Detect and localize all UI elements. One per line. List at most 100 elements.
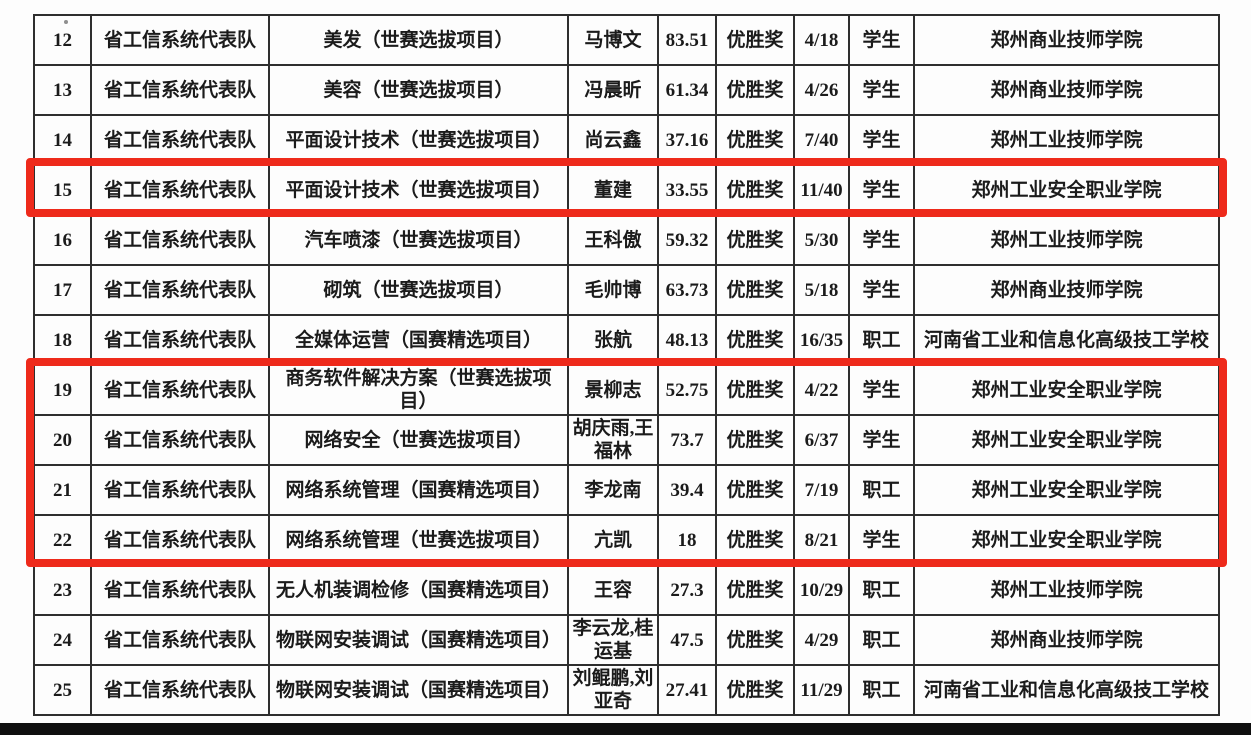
results-table-body: 12 省工信系统代表队 美发（世赛选拔项目） 马博文 83.51 优胜奖 4/18 学生 郑州商… — [33, 14, 1220, 716]
table-row: 21 省工信系统代表队 网络系统管理（国赛精选项目） 李龙南 39.4 优胜奖 7/19 职工… — [33, 464, 1220, 516]
cell-event: 网络安全（世赛选拔项目） — [268, 414, 569, 466]
cell-school: 河南省工业和信息化高级技工学校 — [913, 664, 1220, 716]
cell-name: 张航 — [567, 314, 659, 366]
cell-group: 职工 — [848, 564, 915, 616]
cell-team: 省工信系统代表队 — [90, 364, 270, 416]
table-row: 19 省工信系统代表队 商务软件解决方案（世赛选拔项目） 景柳志 52.75 优胜奖 4/2… — [33, 364, 1220, 416]
cell-event: 商务软件解决方案（世赛选拔项目） — [268, 364, 569, 416]
cell-num: 25 — [33, 664, 92, 716]
cell-school: 郑州工业技师学院 — [913, 214, 1220, 266]
cell-team: 省工信系统代表队 — [90, 414, 270, 466]
cell-group: 学生 — [848, 364, 915, 416]
cell-num: 23 — [33, 564, 92, 616]
cell-num: 12 — [33, 14, 92, 66]
cell-rank: 10/29 — [793, 564, 850, 616]
cell-team: 省工信系统代表队 — [90, 564, 270, 616]
table-row: 12 省工信系统代表队 美发（世赛选拔项目） 马博文 83.51 优胜奖 4/18 学生 郑州商… — [33, 14, 1220, 66]
cell-school: 郑州工业安全职业学院 — [913, 514, 1220, 566]
cell-name: 毛帅博 — [567, 264, 659, 316]
cell-rank: 7/19 — [793, 464, 850, 516]
cell-group: 学生 — [848, 64, 915, 116]
cell-score: 18 — [657, 514, 717, 566]
cell-score: 37.16 — [657, 114, 717, 166]
cell-score: 59.32 — [657, 214, 717, 266]
bottom-black-bar — [0, 723, 1251, 735]
cell-group: 学生 — [848, 114, 915, 166]
cell-event: 物联网安装调试（国赛精选项目） — [268, 664, 569, 716]
cell-team: 省工信系统代表队 — [90, 464, 270, 516]
cell-team: 省工信系统代表队 — [90, 614, 270, 666]
cell-group: 学生 — [848, 214, 915, 266]
cell-award: 优胜奖 — [715, 114, 795, 166]
cell-event: 网络系统管理（国赛精选项目） — [268, 464, 569, 516]
cell-event: 汽车喷漆（世赛选拔项目） — [268, 214, 569, 266]
cell-group: 学生 — [848, 164, 915, 216]
cell-award: 优胜奖 — [715, 64, 795, 116]
cell-group: 学生 — [848, 514, 915, 566]
cell-score: 52.75 — [657, 364, 717, 416]
cell-school: 郑州工业技师学院 — [913, 564, 1220, 616]
cell-school: 郑州商业技师学院 — [913, 14, 1220, 66]
cell-school: 郑州工业安全职业学院 — [913, 464, 1220, 516]
cell-group: 学生 — [848, 14, 915, 66]
table-row: 15 省工信系统代表队 平面设计技术（世赛选拔项目） 董建 33.55 优胜奖 11/40 学… — [33, 164, 1220, 216]
cell-award: 优胜奖 — [715, 364, 795, 416]
cell-group: 职工 — [848, 664, 915, 716]
table-row: 22 省工信系统代表队 网络系统管理（世赛选拔项目） 亢凯 18 优胜奖 8/21 学生 郑州工… — [33, 514, 1220, 566]
cell-event: 美发（世赛选拔项目） — [268, 14, 569, 66]
cell-team: 省工信系统代表队 — [90, 164, 270, 216]
cell-award: 优胜奖 — [715, 664, 795, 716]
cell-name: 尚云鑫 — [567, 114, 659, 166]
cell-event: 美容（世赛选拔项目） — [268, 64, 569, 116]
cell-group: 职工 — [848, 614, 915, 666]
cell-team: 省工信系统代表队 — [90, 114, 270, 166]
cell-team: 省工信系统代表队 — [90, 214, 270, 266]
cell-award: 优胜奖 — [715, 164, 795, 216]
cell-team: 省工信系统代表队 — [90, 264, 270, 316]
cell-score: 63.73 — [657, 264, 717, 316]
cell-award: 优胜奖 — [715, 314, 795, 366]
cell-group: 职工 — [848, 464, 915, 516]
cell-event: 网络系统管理（世赛选拔项目） — [268, 514, 569, 566]
cell-name: 亢凯 — [567, 514, 659, 566]
cell-name: 王科傲 — [567, 214, 659, 266]
cell-event: 无人机装调检修（国赛精选项目） — [268, 564, 569, 616]
cell-score: 33.55 — [657, 164, 717, 216]
cell-num: 17 — [33, 264, 92, 316]
table-row: 20 省工信系统代表队 网络安全（世赛选拔项目） 胡庆雨,王福林 73.7 优胜奖 6/37… — [33, 414, 1220, 466]
table-row: 16 省工信系统代表队 汽车喷漆（世赛选拔项目） 王科傲 59.32 优胜奖 5/30 学生郑… — [33, 214, 1220, 266]
cell-rank: 4/29 — [793, 614, 850, 666]
cell-rank: 4/18 — [793, 14, 850, 66]
cell-award: 优胜奖 — [715, 14, 795, 66]
cell-score: 83.51 — [657, 14, 717, 66]
cell-num: 14 — [33, 114, 92, 166]
cell-rank: 11/40 — [793, 164, 850, 216]
cell-school: 郑州商业技师学院 — [913, 614, 1220, 666]
cell-num: 20 — [33, 414, 92, 466]
cell-score: 47.5 — [657, 614, 717, 666]
table-row: 14 省工信系统代表队 平面设计技术（世赛选拔项目） 尚云鑫 37.16 优胜奖 7/40 学… — [33, 114, 1220, 166]
cell-award: 优胜奖 — [715, 564, 795, 616]
cell-rank: 6/37 — [793, 414, 850, 466]
cell-school: 郑州工业安全职业学院 — [913, 164, 1220, 216]
cell-num: 18 — [33, 314, 92, 366]
cell-group: 学生 — [848, 264, 915, 316]
cell-event: 平面设计技术（世赛选拔项目） — [268, 114, 569, 166]
cell-rank: 8/21 — [793, 514, 850, 566]
cell-rank: 11/29 — [793, 664, 850, 716]
cell-num: 19 — [33, 364, 92, 416]
cell-school: 郑州工业安全职业学院 — [913, 364, 1220, 416]
cell-name: 刘鲲鹏,刘亚奇 — [567, 664, 659, 716]
results-table: 12 省工信系统代表队 美发（世赛选拔项目） 马博文 83.51 优胜奖 4/18 学生 郑州商… — [33, 14, 1220, 716]
cell-award: 优胜奖 — [715, 214, 795, 266]
cell-name: 马博文 — [567, 14, 659, 66]
cell-rank: 4/22 — [793, 364, 850, 416]
cell-award: 优胜奖 — [715, 414, 795, 466]
cell-name: 胡庆雨,王福林 — [567, 414, 659, 466]
cell-award: 优胜奖 — [715, 264, 795, 316]
table-row: 24 省工信系统代表队 物联网安装调试（国赛精选项目） 李云龙,桂运基 47.5 优胜奖 4… — [33, 614, 1220, 666]
cell-rank: 4/26 — [793, 64, 850, 116]
cell-school: 郑州工业安全职业学院 — [913, 414, 1220, 466]
cell-rank: 16/35 — [793, 314, 850, 366]
